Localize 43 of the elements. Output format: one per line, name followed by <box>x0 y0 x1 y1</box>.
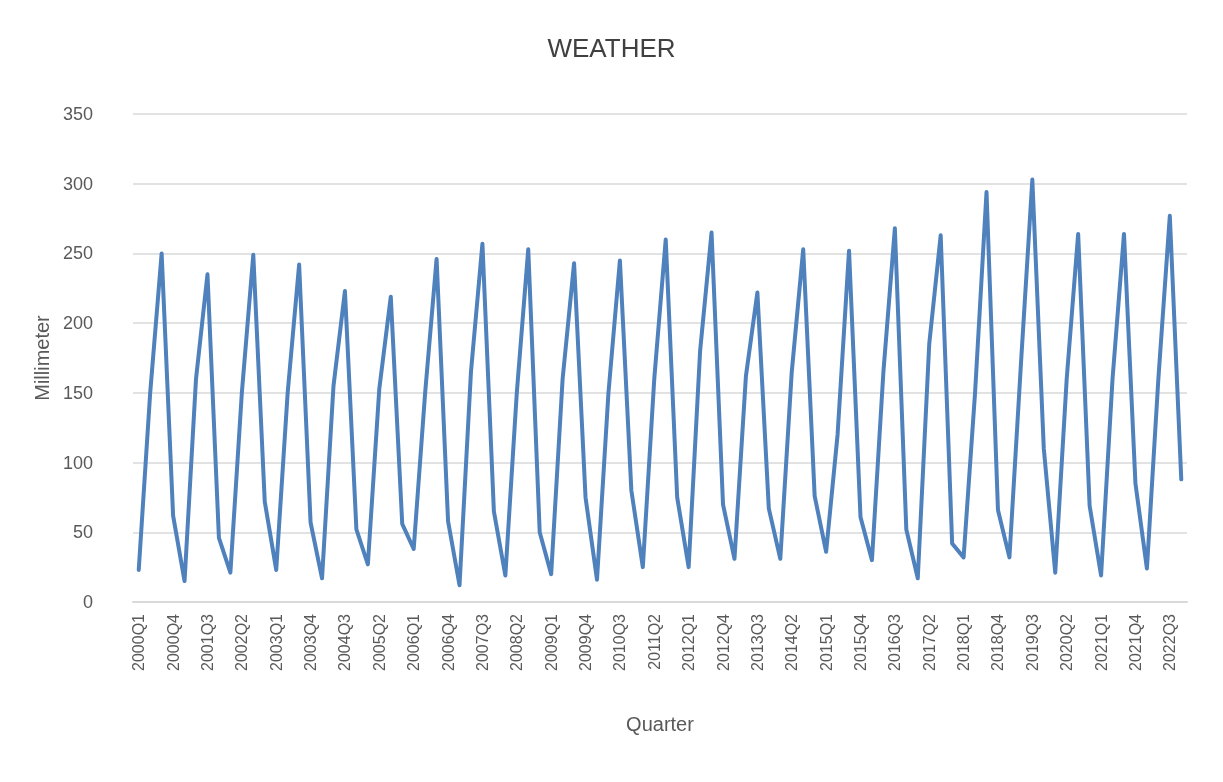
y-tick-label: 100 <box>62 452 93 473</box>
x-tick-label: 2011Q2 <box>645 613 663 670</box>
y-tick-label: 350 <box>62 104 93 124</box>
x-tick-label: 2003Q4 <box>302 613 320 671</box>
x-tick-label: 2008Q2 <box>508 613 526 671</box>
x-tick-label: 2016Q3 <box>886 613 904 671</box>
x-tick-label: 2005Q2 <box>370 613 388 671</box>
y-tick-label: 50 <box>72 522 93 543</box>
y-tick-label: 250 <box>62 243 93 264</box>
x-tick-label: 2017Q2 <box>920 613 938 671</box>
x-tick-label: 2009Q4 <box>577 613 595 671</box>
x-tick-label: 2006Q4 <box>439 613 457 671</box>
x-tick-label: 2021Q1 <box>1092 613 1110 671</box>
x-tick-label: 2003Q1 <box>267 613 285 671</box>
x-tick-label: 2007Q3 <box>473 613 491 671</box>
chart-title: WEATHER <box>547 33 676 63</box>
x-axis-title: Quarter <box>626 713 695 735</box>
x-tick-label: 2013Q3 <box>748 613 766 671</box>
y-tick-label: 200 <box>62 313 93 334</box>
x-tick-label: 2000Q1 <box>130 613 148 671</box>
x-tick-label: 2004Q3 <box>336 613 354 671</box>
x-tick-label: 2012Q1 <box>680 613 698 671</box>
x-tick-label: 2009Q1 <box>542 613 560 671</box>
x-tick-label: 2020Q2 <box>1058 613 1076 671</box>
y-tick-label: 0 <box>82 592 93 612</box>
x-tick-label: 2010Q3 <box>611 613 629 671</box>
x-tick-label: 2021Q4 <box>1126 613 1144 671</box>
x-tick-label: 2015Q1 <box>817 613 835 671</box>
line-series <box>136 177 1184 588</box>
x-tick-label: 2015Q4 <box>851 613 869 671</box>
x-tick-label: 2001Q3 <box>198 613 216 671</box>
y-tick-label: 150 <box>62 382 93 403</box>
x-tick-label: 2019Q3 <box>1023 613 1041 671</box>
x-tick-label: 2000Q4 <box>164 613 182 671</box>
x-tick-label: 2002Q2 <box>233 613 251 671</box>
x-tick-label: 2006Q1 <box>405 613 423 671</box>
x-tick-label: 2018Q1 <box>955 613 973 671</box>
x-tick-label: 2018Q4 <box>989 613 1007 671</box>
x-tick-label: 2022Q3 <box>1161 613 1179 671</box>
x-tick-label: 2014Q2 <box>783 613 801 671</box>
y-axis-title: Millimeter <box>31 314 54 401</box>
x-tick-label: 2012Q4 <box>714 613 732 671</box>
y-tick-label: 300 <box>62 173 93 194</box>
